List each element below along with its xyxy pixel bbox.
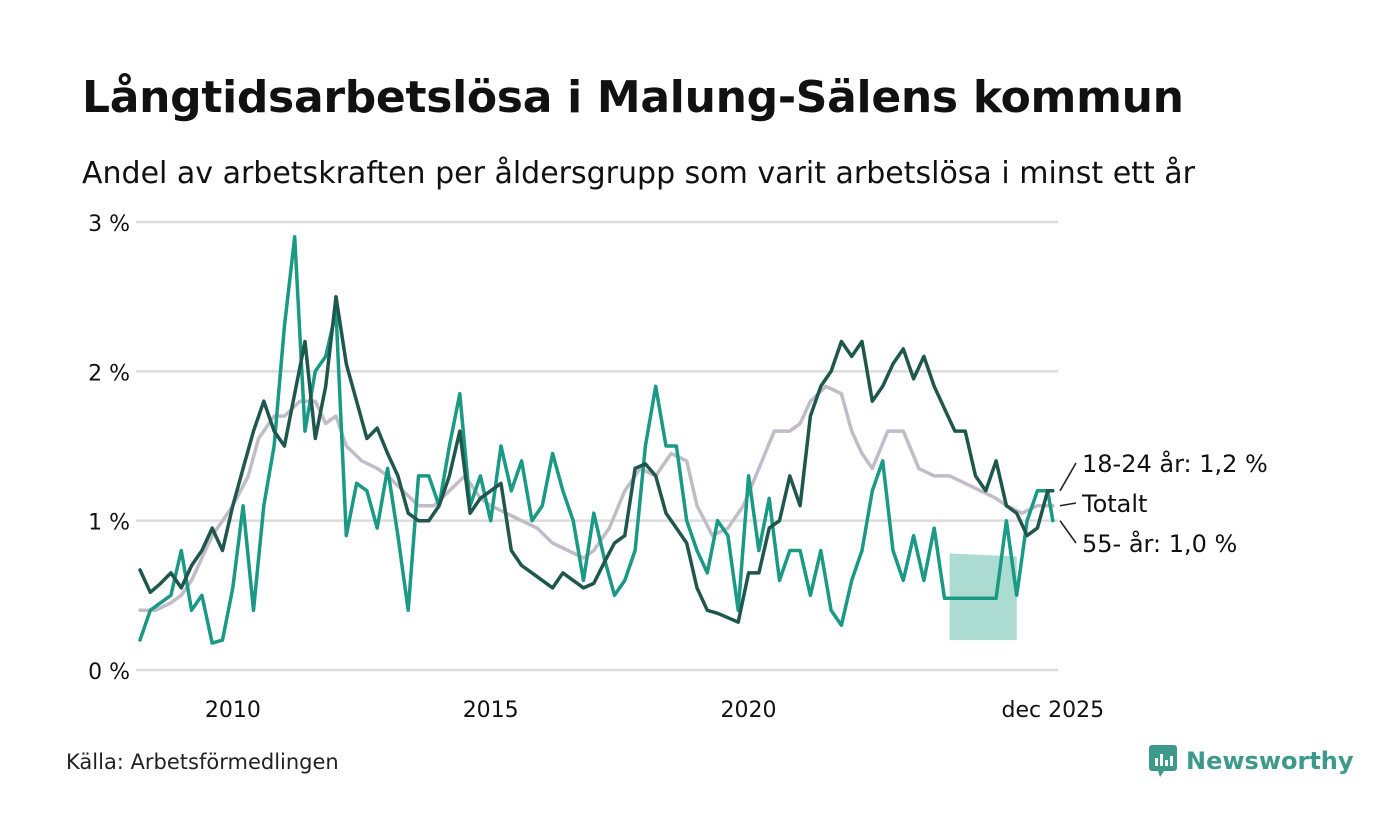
x-tick-label: 2010 [205, 698, 261, 723]
y-tick-label: 1 % [88, 511, 130, 536]
newsworthy-logo-icon [1149, 745, 1177, 777]
series-line-age-55 [138, 235, 1055, 645]
page-title: Långtidsarbetslösa i Malung-Sälens kommu… [82, 72, 1184, 123]
y-tick-label: 3 % [88, 212, 130, 237]
brand-logo[interactable]: Newsworthy [1148, 744, 1354, 778]
source-note: Källa: Arbetsförmedlingen [66, 750, 339, 774]
series-line-totalt [138, 384, 1055, 613]
series-line-age-18-24 [138, 294, 1055, 624]
x-tick-label: 2015 [463, 698, 519, 723]
end-label-leader [1059, 520, 1077, 544]
page-subtitle: Andel av arbetskraften per åldersgrupp s… [82, 156, 1195, 191]
x-tick-label: 2020 [721, 698, 777, 723]
axis-layer: 0 % 1 % 2 % 3 % 2010 2015 2020 dec 2025 [88, 212, 1104, 723]
grid-layer [136, 220, 1058, 672]
y-tick-label: 2 % [88, 361, 130, 386]
brand-name: Newsworthy [1186, 747, 1354, 775]
end-label: 18-24 år: 1,2 % [1082, 449, 1268, 478]
series-layer [138, 235, 1055, 645]
end-label: Totalt [1081, 490, 1147, 518]
end-label: 55- år: 1,0 % [1082, 529, 1237, 558]
end-label-layer: 18-24 år: 1,2 % Totalt 55- år: 1,0 % [1059, 449, 1268, 558]
end-label-leader [1059, 502, 1077, 507]
x-tick-label: dec 2025 [1002, 698, 1105, 723]
y-tick-label: 0 % [88, 660, 130, 685]
end-label-leader [1059, 462, 1077, 492]
